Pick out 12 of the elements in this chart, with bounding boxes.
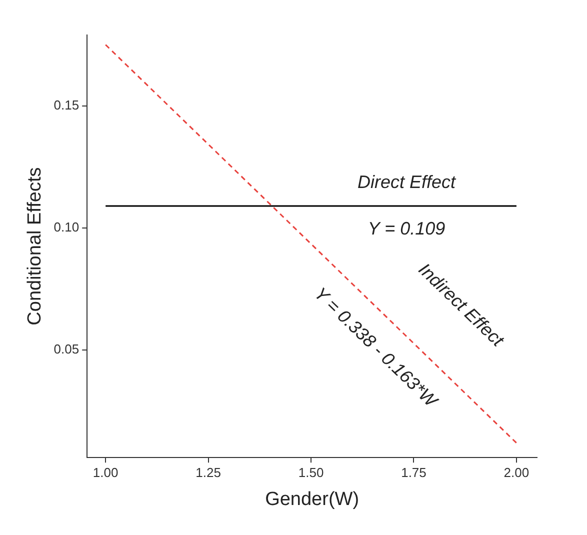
x-tick-label: 2.00 [504, 464, 530, 480]
y-tick-label: 0.15 [54, 97, 80, 112]
x-tick-label: 1.00 [92, 464, 118, 480]
x-tick-label: 1.25 [196, 464, 221, 480]
y-tick-label: 0.10 [54, 220, 80, 235]
y-tick-label: 0.05 [54, 342, 80, 357]
x-tick-label: 1.50 [298, 464, 324, 480]
x-axis-title: Gender(W) [265, 488, 360, 510]
annotation: Y = 0.109 [368, 218, 446, 238]
y-axis-title: Conditional Effects [24, 167, 46, 326]
annotation: Direct Effect [358, 172, 457, 192]
x-tick-label: 1.75 [401, 464, 426, 480]
